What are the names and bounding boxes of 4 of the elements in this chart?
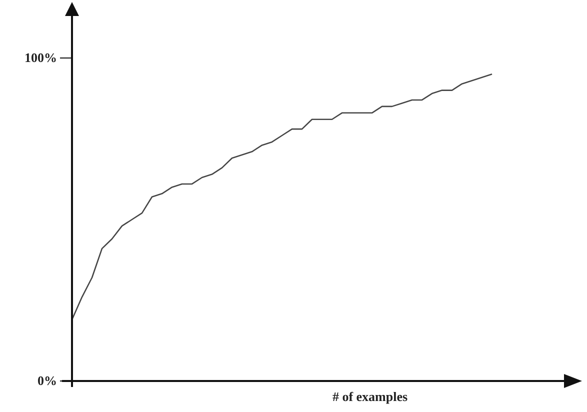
x-axis-title: # of examples xyxy=(332,389,408,404)
line-series xyxy=(71,73,493,320)
y-tick-label: 0% xyxy=(38,373,57,388)
y-tick-label: 100% xyxy=(24,50,57,66)
